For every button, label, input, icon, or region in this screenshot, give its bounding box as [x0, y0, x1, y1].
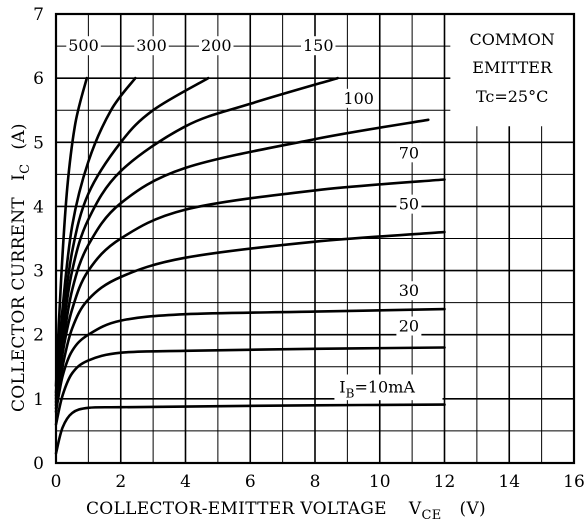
curve-label-background — [66, 36, 101, 56]
y-tick-label: 3 — [33, 262, 44, 282]
x-axis-label: COLLECTOR-EMITTER VOLTAGE VCE (V) — [86, 499, 486, 523]
ib-label-background — [334, 374, 443, 401]
x-tick-label: 2 — [115, 472, 126, 492]
ib-label: IB=10mA — [339, 377, 415, 400]
frame-layer — [54, 12, 576, 465]
y-axis-unit: (A) — [9, 123, 29, 149]
curve-label-background — [396, 143, 422, 163]
annotation-common: COMMON — [470, 30, 555, 49]
y-axis-label-text: COLLECTOR CURRENT — [9, 197, 29, 412]
curve-label-ib-70: 70 — [399, 143, 419, 162]
series-line-ib-300 — [54, 76, 137, 394]
curve-label-ib-150: 150 — [303, 36, 334, 55]
curve-label-ib-100: 100 — [343, 89, 374, 108]
y-tick-label: 6 — [33, 69, 44, 89]
series-line-ib-100 — [54, 118, 430, 404]
y-tick-label: 4 — [33, 197, 44, 217]
curve-label-background — [341, 88, 376, 108]
curve-layer — [54, 76, 446, 455]
curve-label-ib-300: 300 — [136, 36, 167, 55]
series-line-ib-500 — [54, 76, 89, 388]
curve-label-background — [199, 36, 234, 56]
series-line-ib-20 — [54, 346, 446, 426]
ib-label-value: =10mA — [354, 377, 415, 396]
curve-label-ib-500: 500 — [68, 36, 99, 55]
curve-label-layer: 20 30 50 70 100 150 200 300 500 — [66, 36, 422, 336]
y-tick-label: 7 — [33, 5, 44, 25]
x-axis-subscript: CE — [421, 508, 441, 523]
series-line-ib-30 — [54, 307, 446, 413]
curve-label-ib-50: 50 — [399, 195, 419, 214]
y-axis-subscript: C — [18, 164, 33, 174]
curve-label-background — [300, 36, 336, 56]
curve-label-ib-200: 200 — [201, 36, 232, 55]
x-tick-label: 8 — [310, 472, 321, 492]
x-tick-label: 10 — [369, 472, 391, 492]
x-tick-label: 4 — [180, 472, 191, 492]
y-axis-symbol: I — [9, 174, 29, 181]
y-tick-label: 0 — [33, 454, 44, 474]
x-axis-label-text: COLLECTOR-EMITTER VOLTAGE — [86, 499, 387, 519]
x-tick-label: 14 — [498, 472, 520, 492]
y-tick-label: 1 — [33, 390, 44, 410]
plot-frame — [54, 12, 576, 465]
x-tick-label: 0 — [51, 472, 62, 492]
curve-label-background — [396, 194, 422, 214]
ib-label-subscript: B — [346, 386, 355, 400]
x-axis-symbol: V — [408, 499, 422, 519]
series-line-ib-50 — [54, 230, 446, 410]
y-tick-label: 5 — [33, 133, 44, 153]
curve-label-ib-20: 20 — [399, 317, 419, 336]
x-tick-label: 12 — [434, 472, 456, 492]
series-line-ib-200 — [54, 76, 210, 397]
annotation-temperature: Tc=25°C — [476, 87, 548, 106]
curve-label-ib-30: 30 — [399, 281, 419, 300]
annotation-emitter: EMITTER — [472, 58, 553, 77]
curve-label-background — [396, 316, 422, 336]
x-tick-label: 6 — [245, 472, 256, 492]
annotation-box-layer — [334, 15, 573, 401]
series-line-ib-70 — [54, 178, 446, 407]
ib-label-prefix: I — [339, 377, 345, 396]
y-axis-label: COLLECTOR CURRENT IC (A) — [9, 123, 33, 412]
y-tick-label: 2 — [33, 326, 44, 346]
series-line-ib-10 — [54, 403, 446, 455]
x-axis-unit: (V) — [460, 499, 486, 519]
x-tick-label: 16 — [563, 472, 585, 492]
annotation-box — [450, 15, 573, 127]
curve-label-background — [396, 281, 422, 301]
curve-label-background — [134, 36, 169, 56]
